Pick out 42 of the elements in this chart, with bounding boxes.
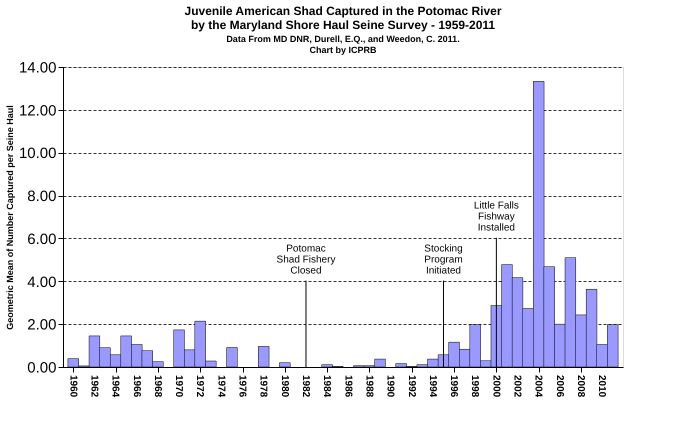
ref-line-label: Stocking Program Initiated [424, 244, 463, 277]
x-tick-label: 1966 [130, 375, 142, 398]
y-tick-label: 8.00 [27, 188, 56, 206]
x-tick-label: 1976 [236, 375, 248, 398]
x-tick-label: 1980 [278, 375, 290, 398]
x-tick-label: 2006 [554, 375, 565, 398]
x-tick-label: 2002 [512, 375, 523, 398]
x-tick-label: 1990 [384, 375, 396, 398]
y-tick-label: 4.00 [27, 274, 56, 291]
x-tick-label: 1968 [152, 375, 163, 398]
x-tick-label: 1960 [67, 375, 78, 398]
ref-line-label: Little Falls Fishway Installed [474, 200, 519, 234]
text: Data From MD DNR, Durell, E.Q., and Weedon, C. 2011. [226, 34, 460, 44]
x-tick-label: 2008 [574, 375, 586, 398]
text: by the Maryland Shore Haul Seine Survey - 1959-2011 [190, 18, 496, 32]
x-tick-label: 1962 [88, 375, 100, 398]
x-tick-label: 1986 [342, 375, 354, 398]
y-axis-title: Geometric Mean of Number Captured per Seine Haul [4, 105, 15, 330]
x-tick-label: 1978 [258, 375, 269, 398]
x-tick-label: 1984 [321, 375, 332, 398]
y-tick-label: 6.00 [27, 230, 56, 248]
ref-line-label: Potomac Shad Fishery Closed [276, 244, 336, 277]
y-tick-label: 10.00 [18, 145, 56, 162]
text: Chart by ICPRB [309, 45, 377, 55]
x-tick-label: 1992 [406, 375, 417, 398]
x-tick-label: 1988 [363, 375, 374, 398]
x-tick-label: 2010 [596, 375, 608, 398]
x-tick-label: 1972 [194, 375, 206, 398]
x-tick-label: 1964 [110, 375, 121, 398]
x-tick-label: 2000 [490, 375, 502, 398]
x-tick-label: 1994 [426, 375, 438, 398]
y-tick-label: 2.00 [27, 316, 56, 334]
x-tick-label: 1982 [300, 375, 311, 398]
x-tick-label: 1996 [448, 375, 460, 398]
y-tick-label: 14.00 [18, 60, 56, 76]
x-tick-label: 2004 [532, 375, 544, 398]
y-tick-label: 12.00 [18, 102, 56, 120]
x-tick-label: 1970 [173, 375, 184, 398]
x-tick-label: 1974 [215, 375, 226, 398]
x-tick-label: 1998 [469, 375, 480, 398]
text: Juvenile American Shad Captured in the Potomac River [184, 4, 502, 18]
y-tick-label: 0.00 [27, 360, 56, 376]
